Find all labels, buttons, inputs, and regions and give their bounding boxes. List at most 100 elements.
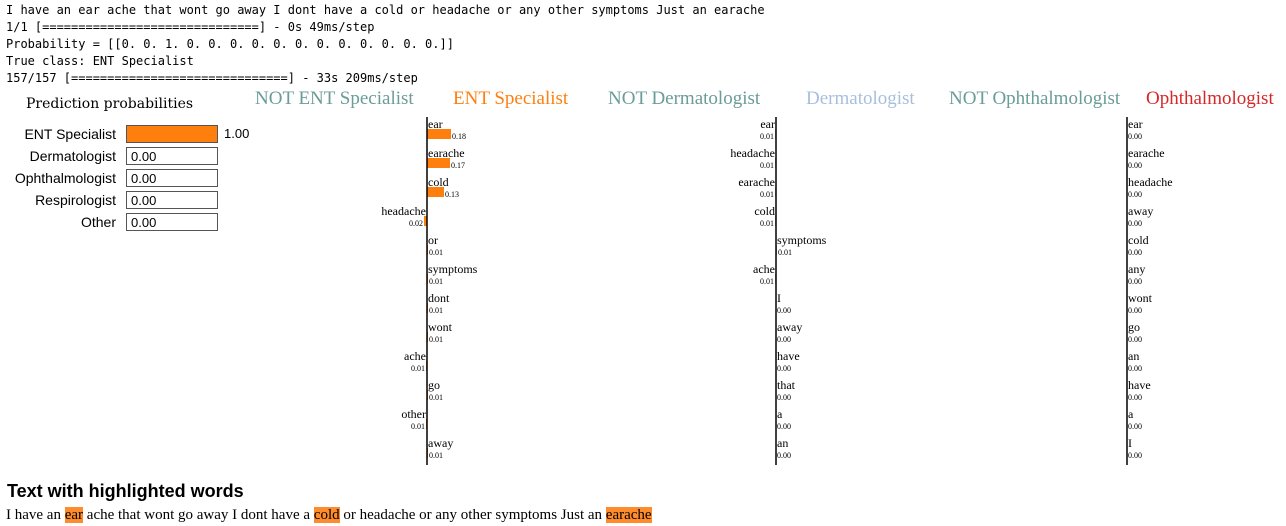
header-not-ophthalmologist: NOT Ophthalmologist: [949, 88, 1121, 109]
feature-value: 0.00: [777, 306, 791, 315]
feature-word: away: [777, 320, 802, 334]
feature-value: 0.00: [1128, 277, 1142, 286]
feature-word: a: [777, 407, 783, 421]
feature-word: ear: [760, 117, 775, 131]
console-true-class-line: True class: ENT Specialist: [6, 54, 194, 68]
feature-value: 0.00: [1128, 190, 1142, 199]
feature-value: 0.00: [777, 364, 791, 373]
prediction-value: 0.00: [131, 215, 157, 230]
feature-word: dont: [428, 291, 450, 305]
feature-value: 0.13: [445, 190, 459, 199]
feature-bar: [427, 187, 444, 197]
console-progress-line: 1/1 [==============================] - 0…: [6, 20, 375, 34]
highlighted-word: ear: [64, 507, 84, 523]
feature-value: 0.00: [1128, 248, 1142, 257]
feature-word: an: [777, 436, 788, 450]
feature-word: any: [1128, 262, 1145, 276]
feature-value: 0.00: [1128, 161, 1142, 170]
feature-word: earache: [1128, 146, 1165, 160]
console-probability-line: Probability = [[0. 0. 1. 0. 0. 0. 0. 0. …: [6, 37, 454, 51]
feature-value: 0.01: [760, 277, 774, 286]
feature-word: wont: [428, 320, 453, 334]
feature-word: ear: [428, 117, 443, 131]
feature-value: 0.00: [1128, 393, 1142, 402]
feature-word: I: [777, 291, 781, 305]
highlighted-text: I have an ear ache that wont go away I d…: [6, 507, 652, 524]
prediction-bar-box: [126, 125, 218, 143]
feature-bar: [424, 216, 427, 226]
header-not-dermatologist: NOT Dermatologist: [608, 88, 761, 109]
feature-value: 0.00: [777, 393, 791, 402]
feature-word: go: [1128, 320, 1140, 334]
feature-word: wont: [1128, 291, 1153, 305]
feature-word: ear: [1128, 117, 1143, 131]
prediction-label: Other: [80, 214, 116, 230]
prediction-bar-fill: [127, 126, 217, 142]
text-segment: ache that wont go away I dont have a: [83, 507, 314, 523]
prediction-label: ENT Specialist: [24, 126, 116, 142]
feature-word: ache: [753, 262, 775, 276]
feature-word: away: [428, 436, 453, 450]
feature-word: earache: [428, 146, 465, 160]
prediction-row-other: Other 0.00: [0, 213, 300, 231]
feature-value: 0.01: [429, 248, 443, 257]
feature-word: other: [401, 407, 426, 421]
feature-value: 0.01: [760, 190, 774, 199]
console-output: I have an ear ache that wont go away I d…: [6, 2, 765, 87]
feature-word: headache: [381, 204, 426, 218]
header-ophthalmologist: Ophthalmologist: [1146, 88, 1274, 109]
text-segment: or headache or any other symptoms Just a…: [339, 507, 606, 523]
feature-word: headache: [1128, 175, 1173, 189]
feature-word: or: [428, 233, 438, 247]
feature-bar: [427, 158, 450, 168]
feature-word: an: [1128, 349, 1139, 363]
prediction-bar-box: 0.00: [126, 213, 218, 231]
feature-value: 0.01: [411, 422, 425, 431]
feature-value: 0.01: [429, 393, 443, 402]
feature-value: 0.01: [429, 277, 443, 286]
feature-value: 0.01: [429, 306, 443, 315]
prediction-label: Dermatologist: [29, 148, 116, 164]
prediction-value: 0.00: [131, 171, 157, 186]
feature-word: cold: [754, 204, 775, 218]
prediction-bar-box: 0.00: [126, 147, 218, 165]
feature-word: ache: [404, 349, 426, 363]
feature-value: 0.00: [777, 422, 791, 431]
feature-word: I: [1128, 436, 1132, 450]
feature-word: that: [777, 378, 796, 392]
feature-value: 0.01: [760, 219, 774, 228]
feature-word: symptoms: [777, 233, 827, 247]
highlighted-word: cold: [313, 507, 340, 523]
feature-value: 0.00: [1128, 364, 1142, 373]
text-segment: I have an: [6, 507, 65, 523]
prediction-value: 0.00: [131, 149, 157, 164]
feature-value: 0.18: [452, 132, 466, 141]
feature-bar: [427, 129, 451, 139]
feature-value: 0.00: [1128, 335, 1142, 344]
feature-value: 0.00: [1128, 132, 1142, 141]
feature-value: 0.00: [1128, 422, 1142, 431]
feature-value: 0.00: [777, 451, 791, 460]
feature-value: 0.01: [429, 451, 443, 460]
feature-word: earache: [738, 175, 775, 189]
feature-word: cold: [1128, 233, 1149, 247]
prediction-value: 1.00: [224, 126, 250, 141]
feature-value: 0.01: [411, 364, 425, 373]
feature-value: 0.00: [1128, 451, 1142, 460]
feature-word: a: [1128, 407, 1134, 421]
feature-value: 0.01: [778, 248, 792, 257]
feature-word: symptoms: [428, 262, 478, 276]
feature-word: cold: [428, 175, 449, 189]
prediction-row-ophthalmologist: Ophthalmologist 0.00: [0, 169, 300, 187]
feature-word: have: [1128, 378, 1151, 392]
prediction-bar-box: 0.00: [126, 169, 218, 187]
highlighted-word: earache: [605, 507, 652, 523]
feature-word: go: [428, 378, 440, 392]
prediction-row-ent: ENT Specialist 1.00: [0, 125, 300, 143]
prediction-bar-box: 0.00: [126, 191, 218, 209]
feature-word: have: [777, 349, 800, 363]
feature-word: away: [1128, 204, 1153, 218]
prediction-row-respirologist: Respirologist 0.00: [0, 191, 300, 209]
feature-value: 0.01: [760, 161, 774, 170]
